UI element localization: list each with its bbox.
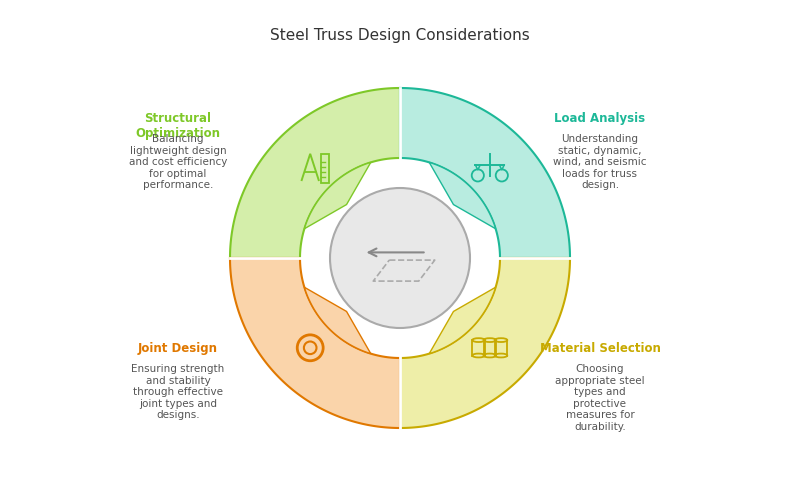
Text: Understanding
static, dynamic,
wind, and seismic
loads for truss
design.: Understanding static, dynamic, wind, and…	[554, 134, 646, 190]
Polygon shape	[304, 287, 370, 354]
Polygon shape	[430, 287, 496, 354]
Text: Steel Truss Design Considerations: Steel Truss Design Considerations	[270, 28, 530, 43]
Text: Ensuring strength
and stability
through effective
joint types and
designs.: Ensuring strength and stability through …	[131, 364, 225, 420]
Circle shape	[330, 188, 470, 328]
Polygon shape	[400, 258, 570, 428]
Text: Choosing
appropriate steel
types and
protective
measures for
durability.: Choosing appropriate steel types and pro…	[555, 364, 645, 432]
Text: Load Analysis: Load Analysis	[554, 112, 646, 125]
Text: Joint Design: Joint Design	[138, 342, 218, 355]
Polygon shape	[230, 258, 400, 428]
Polygon shape	[400, 88, 570, 258]
Text: Balancing
lightweight design
and cost efficiency
for optimal
performance.: Balancing lightweight design and cost ef…	[129, 134, 227, 190]
Polygon shape	[304, 162, 370, 229]
Polygon shape	[230, 88, 400, 258]
Polygon shape	[430, 162, 496, 229]
Text: Structural
Optimization: Structural Optimization	[135, 112, 221, 140]
Text: Material Selection: Material Selection	[539, 342, 661, 355]
